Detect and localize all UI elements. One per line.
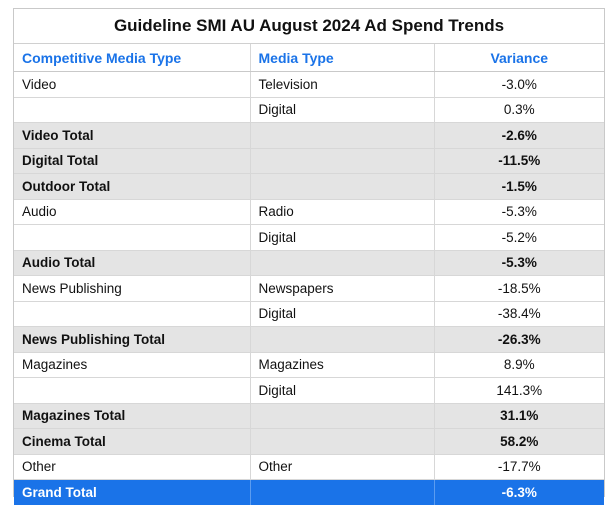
variance-cell: 0.3% — [434, 97, 604, 123]
variance-cell: 8.9% — [434, 352, 604, 378]
competitive-media-type-cell: Cinema Total — [14, 428, 251, 455]
media-type-cell: Digital — [250, 224, 435, 251]
competitive-media-type-cell — [14, 97, 251, 123]
media-type-cell — [250, 148, 435, 174]
table-row: Digital -5.2% — [14, 224, 604, 251]
variance-cell: 31.1% — [434, 403, 604, 429]
table-row: Magazines Magazines 8.9% — [14, 352, 604, 378]
media-type-cell: Digital — [250, 301, 435, 327]
competitive-media-type-cell: Audio Total — [14, 250, 251, 276]
competitive-media-type-cell: Video — [14, 71, 251, 98]
variance-cell: -17.7% — [434, 454, 604, 480]
variance-cell: -3.0% — [434, 71, 604, 98]
variance-cell: -5.3% — [434, 199, 604, 225]
media-type-cell: Television — [250, 71, 435, 98]
media-type-cell — [250, 403, 435, 429]
competitive-media-type-cell: Outdoor Total — [14, 173, 251, 200]
table-row: Video Television -3.0% — [14, 71, 604, 98]
variance-cell: -11.5% — [434, 148, 604, 174]
total-row: Cinema Total 58.2% — [14, 428, 604, 455]
header-media-type: Media Type — [250, 44, 435, 72]
competitive-media-type-cell: Magazines Total — [14, 403, 251, 429]
grand-total-media-type-cell — [250, 479, 435, 505]
variance-cell: -18.5% — [434, 275, 604, 302]
table-row: Digital -38.4% — [14, 301, 604, 327]
table-row: News Publishing Newspapers -18.5% — [14, 275, 604, 302]
media-type-cell: Newspapers — [250, 275, 435, 302]
total-row: Audio Total -5.3% — [14, 250, 604, 276]
media-type-cell: Radio — [250, 199, 435, 225]
table-row: Digital 141.3% — [14, 377, 604, 404]
total-row: Digital Total -11.5% — [14, 148, 604, 174]
grand-total-variance: -6.3% — [434, 479, 604, 505]
header-variance: Variance — [434, 44, 604, 72]
ad-spend-table: Competitive Media Type Media Type Varian… — [14, 44, 604, 505]
ad-spend-table-container: Guideline SMI AU August 2024 Ad Spend Tr… — [13, 8, 605, 505]
table-row: Audio Radio -5.3% — [14, 199, 604, 225]
table-row: Other Other -17.7% — [14, 454, 604, 480]
competitive-media-type-cell: News Publishing Total — [14, 326, 251, 353]
variance-cell: 58.2% — [434, 428, 604, 455]
header-competitive-media-type: Competitive Media Type — [14, 44, 251, 72]
competitive-media-type-cell — [14, 301, 251, 327]
media-type-cell: Magazines — [250, 352, 435, 378]
media-type-cell: Other — [250, 454, 435, 480]
media-type-cell — [250, 173, 435, 200]
grand-total-row: Grand Total -6.3% — [14, 479, 604, 505]
competitive-media-type-cell: Digital Total — [14, 148, 251, 174]
competitive-media-type-cell — [14, 377, 251, 404]
media-type-cell: Digital — [250, 97, 435, 123]
variance-cell: -5.3% — [434, 250, 604, 276]
media-type-cell — [250, 326, 435, 353]
table-row: Digital 0.3% — [14, 97, 604, 123]
header-row: Competitive Media Type Media Type Varian… — [14, 44, 604, 72]
variance-cell: -5.2% — [434, 224, 604, 251]
variance-cell: -38.4% — [434, 301, 604, 327]
media-type-cell — [250, 428, 435, 455]
total-row: Video Total -2.6% — [14, 122, 604, 149]
grand-total-label: Grand Total — [14, 479, 251, 505]
variance-cell: 141.3% — [434, 377, 604, 404]
competitive-media-type-cell: News Publishing — [14, 275, 251, 302]
variance-cell: -1.5% — [434, 173, 604, 200]
total-row: News Publishing Total -26.3% — [14, 326, 604, 353]
competitive-media-type-cell: Video Total — [14, 122, 251, 149]
media-type-cell: Digital — [250, 377, 435, 404]
competitive-media-type-cell: Other — [14, 454, 251, 480]
media-type-cell — [250, 122, 435, 149]
competitive-media-type-cell: Audio — [14, 199, 251, 225]
table-title: Guideline SMI AU August 2024 Ad Spend Tr… — [14, 9, 604, 44]
competitive-media-type-cell — [14, 224, 251, 251]
variance-cell: -26.3% — [434, 326, 604, 353]
media-type-cell — [250, 250, 435, 276]
competitive-media-type-cell: Magazines — [14, 352, 251, 378]
total-row: Magazines Total 31.1% — [14, 403, 604, 429]
total-row: Outdoor Total -1.5% — [14, 173, 604, 200]
variance-cell: -2.6% — [434, 122, 604, 149]
